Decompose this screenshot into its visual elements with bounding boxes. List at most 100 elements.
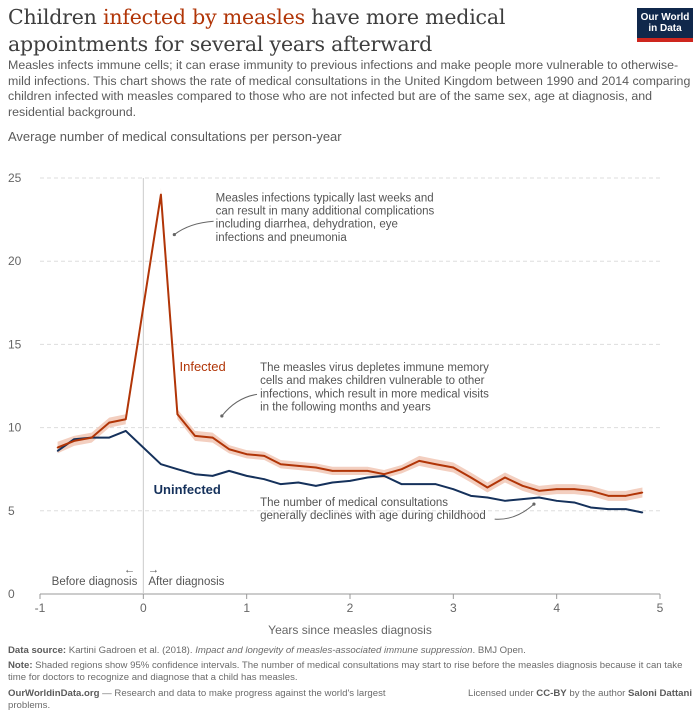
title-part-1: Children: [8, 5, 103, 29]
uninfected-point: [641, 511, 644, 514]
uninfected-point: [245, 475, 248, 477]
x-tick-label: 4: [553, 601, 560, 615]
uninfected-point: [625, 508, 627, 510]
uninfected-point: [56, 450, 59, 452]
uninfected-point: [504, 500, 506, 502]
x-tick-label: 5: [657, 601, 664, 615]
infected-point: [349, 470, 351, 472]
uninfected-series-label: Uninfected: [154, 482, 221, 497]
chart-title: Children infected by measles have more m…: [8, 4, 618, 58]
infected-point: [56, 446, 59, 449]
logo-line-1: Our World: [640, 12, 690, 23]
license-mid: by the author: [566, 688, 629, 699]
x-tick-label: 1: [243, 601, 250, 615]
infected-point: [538, 490, 540, 492]
uninfected-point: [400, 483, 403, 485]
annotation-1-line: Measles infections typically last weeks …: [216, 192, 434, 204]
uninfected-point: [73, 438, 75, 441]
infected-point: [521, 485, 524, 487]
infected-confidence-band: [57, 414, 126, 454]
infected-point: [108, 421, 111, 424]
author-name: Saloni Dattani: [628, 688, 692, 699]
chart-note: Note: Shaded regions show 95% confidence…: [8, 660, 698, 684]
annotation-3-arrowhead: [532, 502, 536, 506]
chart-subtitle: Measles infects immune cells; it can era…: [8, 58, 691, 119]
annotation-1-line: can result in many additional complicati…: [216, 205, 435, 217]
source-label: Data source:: [8, 645, 67, 656]
uninfected-point: [366, 476, 369, 479]
annotation-2-arrowhead: [220, 414, 224, 418]
annotation-1-arrow: [174, 220, 214, 235]
after-arrow: →: [148, 564, 160, 576]
before-arrow: ←: [124, 564, 136, 576]
uninfected-point: [228, 470, 230, 472]
uninfected-point: [607, 508, 610, 510]
infected-point: [486, 486, 489, 489]
annotation-1-line: infections and pneumonia: [216, 232, 348, 244]
uninfected-point: [470, 495, 472, 497]
infected-point: [279, 463, 282, 466]
annotation-2-line: in the following months and years: [260, 402, 431, 414]
uninfected-point: [589, 506, 592, 509]
infected-point: [331, 470, 334, 472]
annotation-2-line: infections, which result in more medical…: [260, 388, 489, 400]
uninfected-point: [434, 483, 437, 485]
after-diagnosis-label: After diagnosis: [148, 576, 224, 588]
infected-point: [245, 453, 248, 456]
x-tick-label: 3: [450, 601, 457, 615]
note-label: Note:: [8, 660, 33, 671]
y-tick-label: 25: [8, 171, 22, 185]
infected-point: [418, 460, 421, 462]
infected-point: [90, 436, 93, 439]
y-tick-label: 5: [8, 504, 15, 518]
annotation-2-line: The measles virus depletes immune memory: [260, 362, 489, 374]
site-link[interactable]: OurWorldinData.org: [8, 688, 100, 699]
owid-logo[interactable]: Our World in Data: [637, 8, 693, 42]
annotation-3-line: generally declines with age during child…: [260, 510, 486, 522]
y-tick-label: 0: [8, 587, 15, 601]
source-end: . BMJ Open.: [472, 645, 526, 656]
uninfected-point: [279, 483, 282, 485]
uninfected-point: [297, 481, 300, 484]
infected-point: [73, 440, 75, 442]
uninfected-point: [418, 483, 421, 485]
annotation-2-arrow: [221, 393, 258, 417]
y-axis-title: Average number of medical consultations …: [8, 129, 342, 144]
uninfected-line: [56, 429, 643, 514]
y-tick-label: 20: [8, 254, 22, 268]
infected-point: [160, 193, 162, 196]
infected-point: [504, 476, 506, 479]
uninfected-point: [383, 475, 385, 477]
title-highlight: infected by measles: [102, 5, 305, 29]
uninfected-point: [194, 473, 196, 475]
uninfected-point: [521, 498, 524, 500]
infected-series-label: Infected: [180, 359, 226, 374]
uninfected-point: [160, 463, 162, 466]
x-axis-title: Years since measles diagnosis: [268, 623, 432, 637]
infected-point: [297, 465, 300, 467]
infected-point: [124, 418, 127, 421]
infected-point: [211, 436, 214, 439]
infected-point: [573, 488, 576, 490]
annotation-1-arrowhead: [172, 232, 176, 237]
uninfected-point: [349, 480, 351, 482]
license-link[interactable]: CC-BY: [536, 688, 567, 699]
source-text: Kartini Gadroen et al. (2018).: [66, 645, 196, 656]
uninfected-point: [555, 500, 558, 502]
infected-point: [194, 435, 196, 437]
infected-point: [263, 455, 266, 457]
uninfected-point: [263, 478, 266, 480]
infected-point: [607, 495, 610, 497]
uninfected-point: [176, 468, 179, 471]
infected-point: [383, 473, 385, 475]
uninfected-point: [573, 501, 576, 504]
annotation-2-line: cells and makes children vulnerable to o…: [260, 375, 485, 387]
uninfected-point: [108, 436, 111, 439]
infected-point: [366, 470, 369, 472]
license-prefix: Licensed under: [468, 688, 537, 699]
infected-point: [315, 466, 317, 469]
uninfected-point: [124, 430, 127, 432]
uninfected-point: [452, 488, 455, 490]
infected-point: [641, 491, 644, 494]
